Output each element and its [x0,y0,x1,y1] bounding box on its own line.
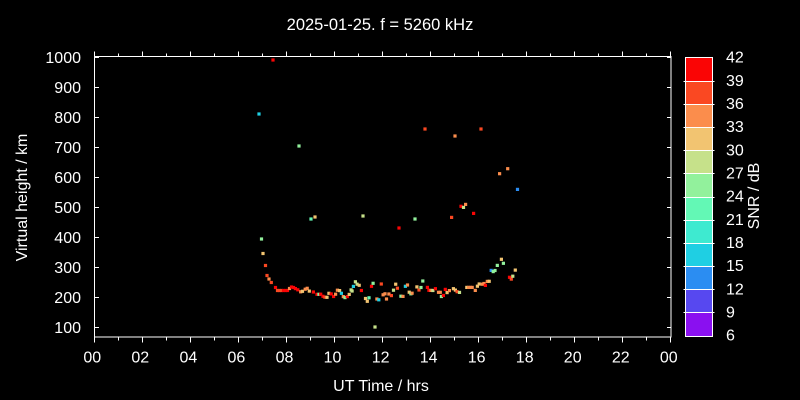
svg-text:800: 800 [54,110,81,127]
svg-text:02: 02 [131,350,149,367]
svg-text:100: 100 [54,320,81,337]
svg-text:2025-01-25. f = 5260 kHz: 2025-01-25. f = 5260 kHz [287,16,474,34]
svg-text:21: 21 [726,212,744,229]
svg-text:500: 500 [54,200,81,217]
svg-text:15: 15 [726,258,744,275]
svg-text:9: 9 [726,305,735,322]
svg-text:12: 12 [726,281,744,298]
svg-text:30: 30 [726,142,744,159]
svg-text:16: 16 [468,350,486,367]
svg-text:400: 400 [54,230,81,247]
svg-text:UT Time / hrs: UT Time / hrs [333,378,429,395]
svg-text:36: 36 [726,96,744,113]
svg-text:SNR / dB: SNR / dB [746,163,763,230]
svg-text:900: 900 [54,80,81,97]
svg-text:700: 700 [54,140,81,157]
svg-text:00: 00 [660,350,678,367]
svg-text:08: 08 [276,350,294,367]
svg-text:24: 24 [726,189,744,206]
svg-text:12: 12 [372,350,390,367]
svg-text:18: 18 [516,350,534,367]
svg-text:27: 27 [726,166,744,183]
svg-text:06: 06 [228,350,246,367]
svg-text:00: 00 [83,350,101,367]
svg-text:33: 33 [726,119,744,136]
svg-text:Virtual height / km: Virtual height / km [14,134,31,262]
svg-text:1000: 1000 [45,50,81,67]
svg-text:04: 04 [180,350,198,367]
svg-text:39: 39 [726,73,744,90]
svg-text:20: 20 [564,350,582,367]
svg-text:200: 200 [54,290,81,307]
svg-text:300: 300 [54,260,81,277]
svg-text:10: 10 [324,350,342,367]
svg-text:18: 18 [726,235,744,252]
svg-text:6: 6 [726,328,735,345]
svg-text:14: 14 [420,350,438,367]
svg-text:600: 600 [54,170,81,187]
svg-text:42: 42 [726,50,744,67]
svg-text:22: 22 [612,350,630,367]
